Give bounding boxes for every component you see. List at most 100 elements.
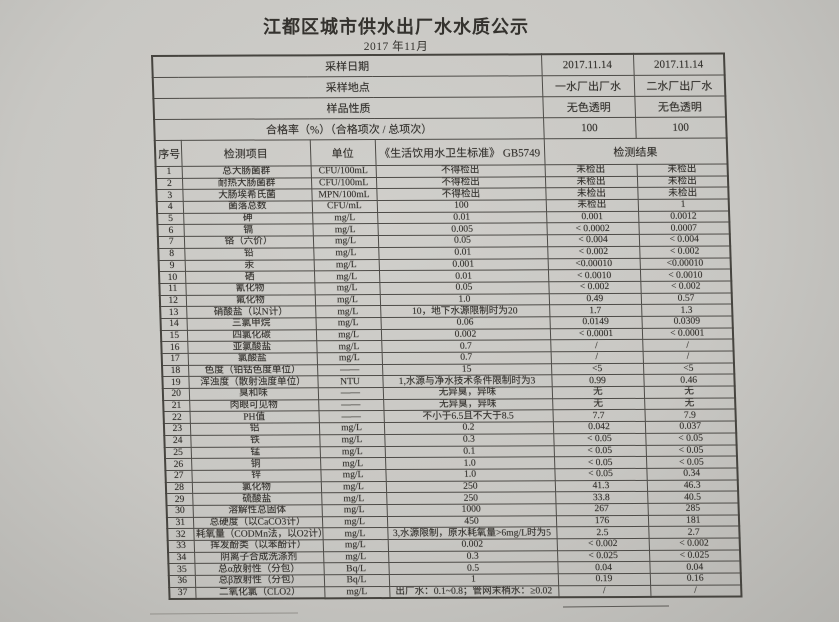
row-item: 浑浊度（散射浊度单位）: [188, 376, 318, 389]
row-result-plant1: < 0.002: [547, 246, 640, 259]
row-unit: mg/L: [316, 352, 382, 365]
info-row: 样品性质 无色透明 无色透明: [153, 95, 727, 120]
row-index: 28: [165, 481, 193, 494]
row-item: PH值: [189, 411, 319, 424]
row-result-plant2: 未检出: [636, 175, 729, 188]
row-result-plant1: < 0.05: [554, 468, 647, 481]
row-index: 5: [157, 213, 184, 225]
row-result-plant1: 0.042: [552, 421, 646, 434]
row-item: 色度（铂钴色度单位）: [188, 364, 318, 377]
row-standard: 100: [376, 199, 547, 213]
table-row: 37 二氧化氯（CLO2） mg/L 出厂水：0.1~0.8；管网末梢水：≥0.02/…: [169, 584, 742, 600]
info-label: 采样地点: [152, 75, 543, 99]
row-index: 1: [155, 166, 182, 179]
row-item: 镉: [183, 224, 313, 237]
row-standard: 无异臭，异味: [382, 386, 553, 400]
row-unit: mg/L: [312, 223, 378, 236]
row-result-plant1: 41.3: [554, 479, 648, 493]
row-item: 三氯甲烷: [186, 317, 316, 331]
info-value-plant1: 一水厂出厂水: [541, 75, 635, 97]
row-unit: mg/L: [314, 282, 380, 295]
row-result-plant1: 未检出: [545, 187, 638, 200]
row-index: 14: [160, 318, 187, 331]
row-result-plant2: < 0.05: [645, 444, 737, 457]
row-result-plant1: 7.7: [552, 409, 645, 422]
row-result-plant2: < 0.002: [648, 537, 740, 551]
row-unit: mg/L: [322, 527, 388, 540]
row-result-plant1: 无: [552, 398, 645, 411]
row-result-plant1: < 0.002: [548, 281, 641, 294]
row-item: 氯化物: [191, 481, 322, 494]
row-index: 23: [163, 423, 191, 436]
row-result-plant2: 1.3: [641, 304, 733, 317]
row-result-plant1: < 0.05: [553, 433, 646, 446]
water-quality-table: 采样日期 2017.11.14 2017.11.14 采样地点 一水厂出厂水 二水厂出厂水…: [151, 52, 743, 601]
row-result-plant1: 0.19: [557, 573, 651, 586]
row-unit: ——: [318, 410, 384, 423]
row-item: 肉眼可见物: [189, 399, 319, 412]
row-standard: 0.002: [380, 328, 551, 341]
info-row: 采样地点 一水厂出厂水 二水厂出厂水: [152, 74, 726, 99]
row-item: 铅: [184, 247, 314, 260]
row-result-plant2: 0.16: [649, 573, 742, 586]
col-header-standard: 《生活饮用水卫生标准》 GB5749: [374, 138, 545, 166]
row-index: 32: [167, 528, 194, 541]
info-value-plant1: 100: [543, 117, 636, 139]
row-item: 汞: [184, 259, 314, 272]
row-item: 硫酸盐: [192, 493, 322, 506]
col-header-item: 检测项目: [180, 139, 311, 167]
row-standard: 1.0: [385, 468, 555, 482]
row-unit: mg/L: [319, 446, 386, 459]
row-index: 21: [163, 400, 190, 412]
row-index: 29: [166, 493, 193, 506]
row-item: 耗氧量（CODMn法，以O2计）: [193, 528, 323, 541]
row-index: 16: [161, 341, 188, 354]
row-standard: 0.01: [378, 269, 549, 283]
row-unit: MPN/100mL: [311, 188, 377, 201]
row-result-plant2: 46.3: [646, 479, 739, 492]
column-header-row: 序号 检测项目 单位 《生活饮用水卫生标准》 GB5749 检测结果: [154, 137, 728, 167]
row-unit: Bq/L: [323, 562, 389, 575]
row-result-plant2: <0.00010: [639, 257, 731, 270]
row-index: 33: [167, 540, 195, 553]
row-item: 总硬度（以CaCO3计）: [192, 516, 323, 529]
row-result-plant2: 无: [643, 386, 736, 399]
row-standard: 不得检出: [375, 164, 545, 178]
row-item: 臭和味: [188, 387, 319, 401]
row-result-plant1: < 0.05: [553, 456, 647, 469]
col-header-result: 检测结果: [543, 137, 728, 165]
row-result-plant2: 未检出: [637, 187, 729, 200]
row-result-plant1: /: [550, 339, 643, 352]
row-unit: mg/L: [312, 235, 379, 248]
row-item: 二氧化氯（CLO2）: [195, 586, 325, 600]
row-result-plant1: 未检出: [544, 164, 637, 177]
row-item: 阴离子合成洗涤剂: [194, 551, 324, 564]
row-unit: mg/L: [321, 516, 388, 529]
info-label: 采样日期: [152, 54, 542, 78]
row-index: 3: [156, 189, 183, 202]
row-result-plant1: 0.001: [546, 211, 639, 224]
row-item: 氯酸盐: [187, 352, 317, 366]
row-result-plant2: 40.5: [647, 491, 739, 504]
row-index: 4: [156, 201, 184, 214]
row-result-plant1: < 0.025: [557, 550, 650, 563]
row-unit: mg/L: [312, 212, 378, 225]
row-result-plant2: 0.037: [644, 421, 737, 434]
info-tbody: 采样日期 2017.11.14 2017.11.14 采样地点 一水厂出厂水 二水厂出厂水…: [152, 53, 727, 141]
row-index: 17: [161, 353, 189, 366]
row-result-plant1: 未检出: [545, 199, 639, 212]
row-unit: mg/L: [316, 340, 382, 353]
row-standard: 0.002: [387, 538, 558, 552]
row-index: 34: [168, 552, 195, 564]
row-standard: 不得检出: [376, 188, 546, 201]
row-index: 27: [165, 470, 192, 483]
row-result-plant2: 285: [647, 502, 739, 516]
row-result-plant2: 2.7: [648, 526, 740, 539]
row-item: 铬（六价）: [183, 235, 314, 249]
row-standard: 0.7: [381, 340, 551, 353]
row-item: 氟化物: [185, 294, 316, 307]
row-unit: mg/L: [324, 586, 390, 599]
row-standard: 1: [388, 573, 559, 587]
page-subtitle: 2017 年11月: [363, 41, 429, 53]
row-result-plant2: <5: [642, 362, 735, 375]
